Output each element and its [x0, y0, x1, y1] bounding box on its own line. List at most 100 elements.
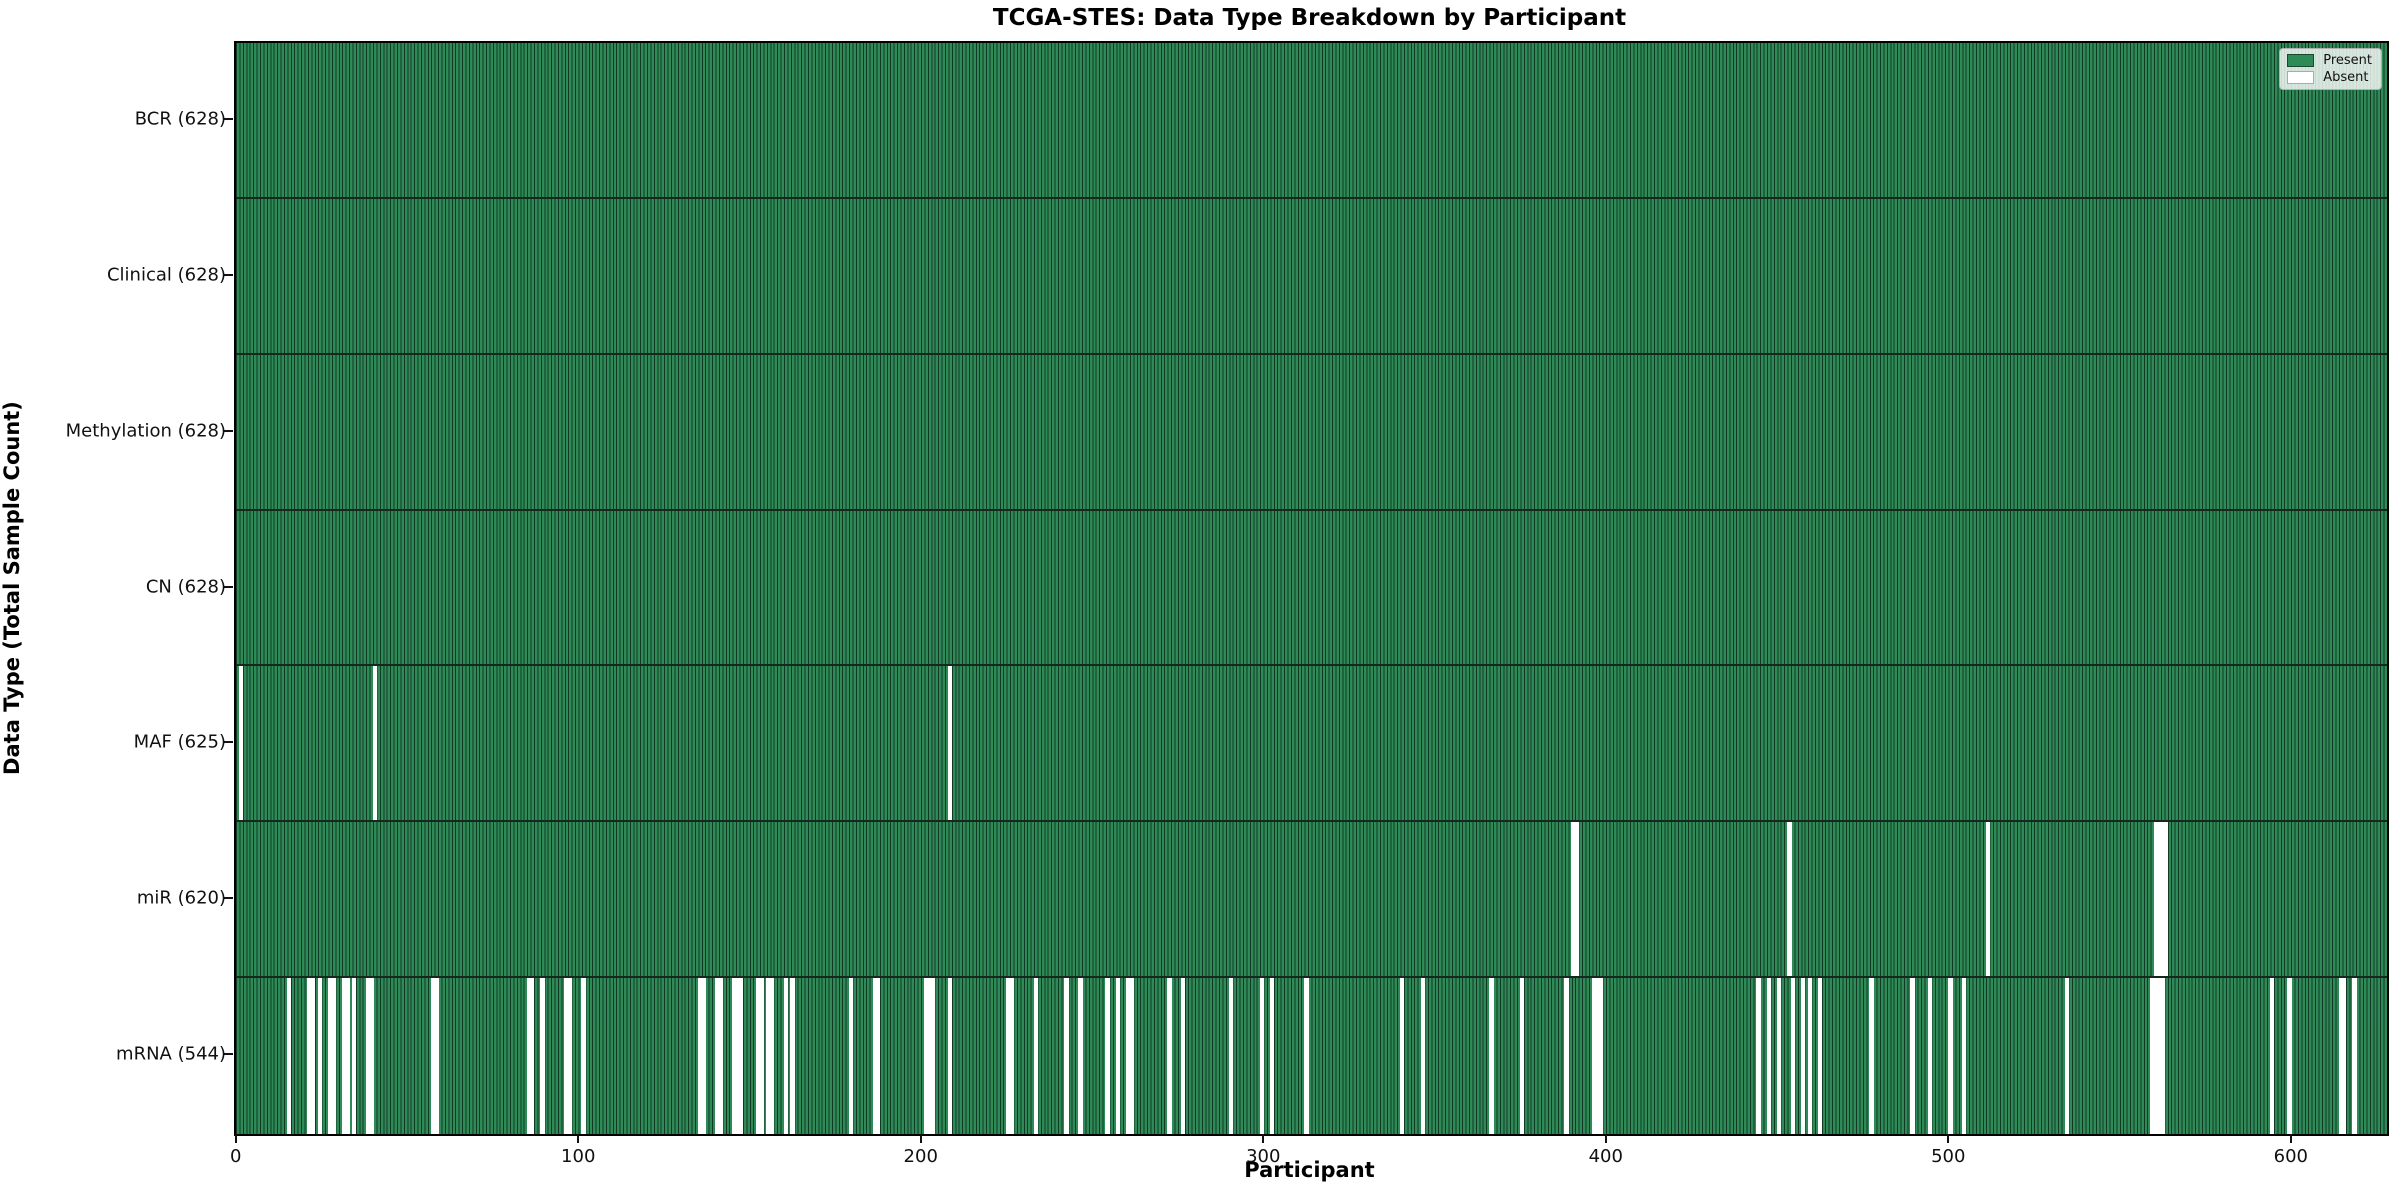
absent-marker	[238, 666, 244, 821]
absent-marker	[1126, 978, 1131, 1134]
row-cn	[236, 510, 2387, 667]
x-tick-mark	[1604, 1134, 1607, 1143]
absent-marker	[790, 978, 795, 1134]
plot-area: Present Absent	[234, 41, 2389, 1136]
absent-marker	[927, 978, 932, 1134]
absent-marker	[2338, 978, 2343, 1134]
x-tick-mark	[2289, 1134, 2292, 1143]
absent-marker	[286, 978, 292, 1134]
absent-marker	[1776, 978, 1782, 1134]
absent-marker	[1961, 978, 1967, 1134]
absent-marker	[756, 978, 761, 1134]
y-tick-mark	[224, 117, 233, 120]
row-clinical	[236, 198, 2387, 355]
row-bcr	[236, 43, 2387, 199]
absent-marker	[947, 666, 953, 821]
absent-marker	[1519, 978, 1525, 1134]
legend: Present Absent	[2279, 48, 2382, 90]
absent-marker	[872, 978, 877, 1134]
absent-marker	[1790, 978, 1795, 1134]
absent-marker	[1564, 978, 1569, 1134]
x-tick-label: 400	[1588, 1146, 1623, 1167]
absent-marker	[1115, 978, 1121, 1134]
absent-marker	[930, 978, 936, 1134]
absent-marker	[769, 978, 775, 1134]
absent-marker	[331, 978, 336, 1134]
absent-marker	[369, 978, 374, 1134]
y-tick-mark	[224, 1053, 233, 1056]
absent-marker	[1766, 978, 1771, 1134]
x-tick-label: 600	[2273, 1146, 2308, 1167]
absent-marker	[1489, 978, 1494, 1134]
x-tick-mark	[1947, 1134, 1950, 1143]
y-tick-mark	[224, 897, 233, 900]
absent-marker	[2287, 978, 2292, 1134]
absent-swatch-icon	[2287, 71, 2315, 84]
y-tick-label: miR (620)	[136, 887, 226, 909]
absent-marker	[876, 978, 881, 1134]
absent-marker	[430, 978, 436, 1134]
chart-title: TCGA-STES: Data Type Breakdown by Partic…	[992, 5, 1627, 31]
absent-marker	[1228, 978, 1234, 1134]
absent-marker	[1078, 978, 1083, 1134]
absent-marker	[581, 978, 586, 1134]
absent-marker	[1985, 822, 1991, 977]
row-mir	[236, 822, 2387, 979]
absent-marker	[2153, 822, 2158, 977]
x-tick-label: 200	[903, 1146, 938, 1167]
y-tick-label: CN (628)	[145, 576, 226, 597]
absent-marker	[567, 978, 573, 1134]
absent-marker	[526, 978, 532, 1134]
absent-marker	[738, 978, 744, 1134]
absent-marker	[2157, 822, 2162, 977]
absent-marker	[1800, 978, 1806, 1134]
absent-marker	[2341, 978, 2347, 1134]
absent-marker	[1420, 978, 1426, 1134]
x-tick-mark	[1262, 1134, 1265, 1143]
y-tick-label: BCR (628)	[134, 108, 226, 130]
absent-marker	[540, 978, 545, 1134]
present-swatch-icon	[2287, 54, 2315, 67]
y-tick-mark	[224, 429, 233, 432]
absent-marker	[2160, 978, 2165, 1134]
absent-marker	[783, 978, 788, 1134]
absent-marker	[1006, 978, 1011, 1134]
absent-marker	[1400, 978, 1405, 1134]
absent-marker	[1869, 978, 1874, 1134]
absent-marker	[2157, 978, 2162, 1134]
y-tick-mark	[224, 741, 233, 744]
x-tick-mark	[577, 1134, 580, 1143]
x-tick-label: 500	[1931, 1146, 1966, 1167]
absent-marker	[1595, 978, 1600, 1134]
x-tick-label: 0	[229, 1146, 242, 1167]
absent-marker	[759, 978, 764, 1134]
y-tick-mark	[224, 273, 233, 276]
absent-marker	[1591, 978, 1597, 1134]
absent-marker	[1129, 978, 1134, 1134]
absent-marker	[372, 666, 377, 821]
y-tick-label: mRNA (544)	[116, 1043, 226, 1065]
absent-marker	[947, 978, 953, 1134]
absent-marker	[1817, 978, 1823, 1134]
absent-marker	[2064, 978, 2069, 1134]
absent-marker	[327, 978, 333, 1134]
absent-marker	[1259, 978, 1265, 1134]
absent-marker	[1910, 978, 1915, 1134]
absent-marker	[2163, 822, 2169, 977]
x-tick-label: 100	[561, 1146, 596, 1167]
absent-marker	[848, 978, 854, 1134]
absent-marker	[530, 978, 535, 1134]
absent-marker	[718, 978, 723, 1134]
absent-marker	[1598, 978, 1604, 1134]
absent-marker	[341, 978, 347, 1134]
row-methylation	[236, 354, 2387, 511]
absent-marker	[434, 978, 439, 1134]
x-tick-mark	[234, 1134, 237, 1143]
legend-entry-present: Present	[2287, 54, 2372, 67]
absent-marker	[697, 978, 703, 1134]
absent-marker	[2270, 978, 2275, 1134]
absent-marker	[1033, 978, 1038, 1134]
absent-marker	[317, 978, 323, 1134]
absent-marker	[1787, 822, 1792, 977]
